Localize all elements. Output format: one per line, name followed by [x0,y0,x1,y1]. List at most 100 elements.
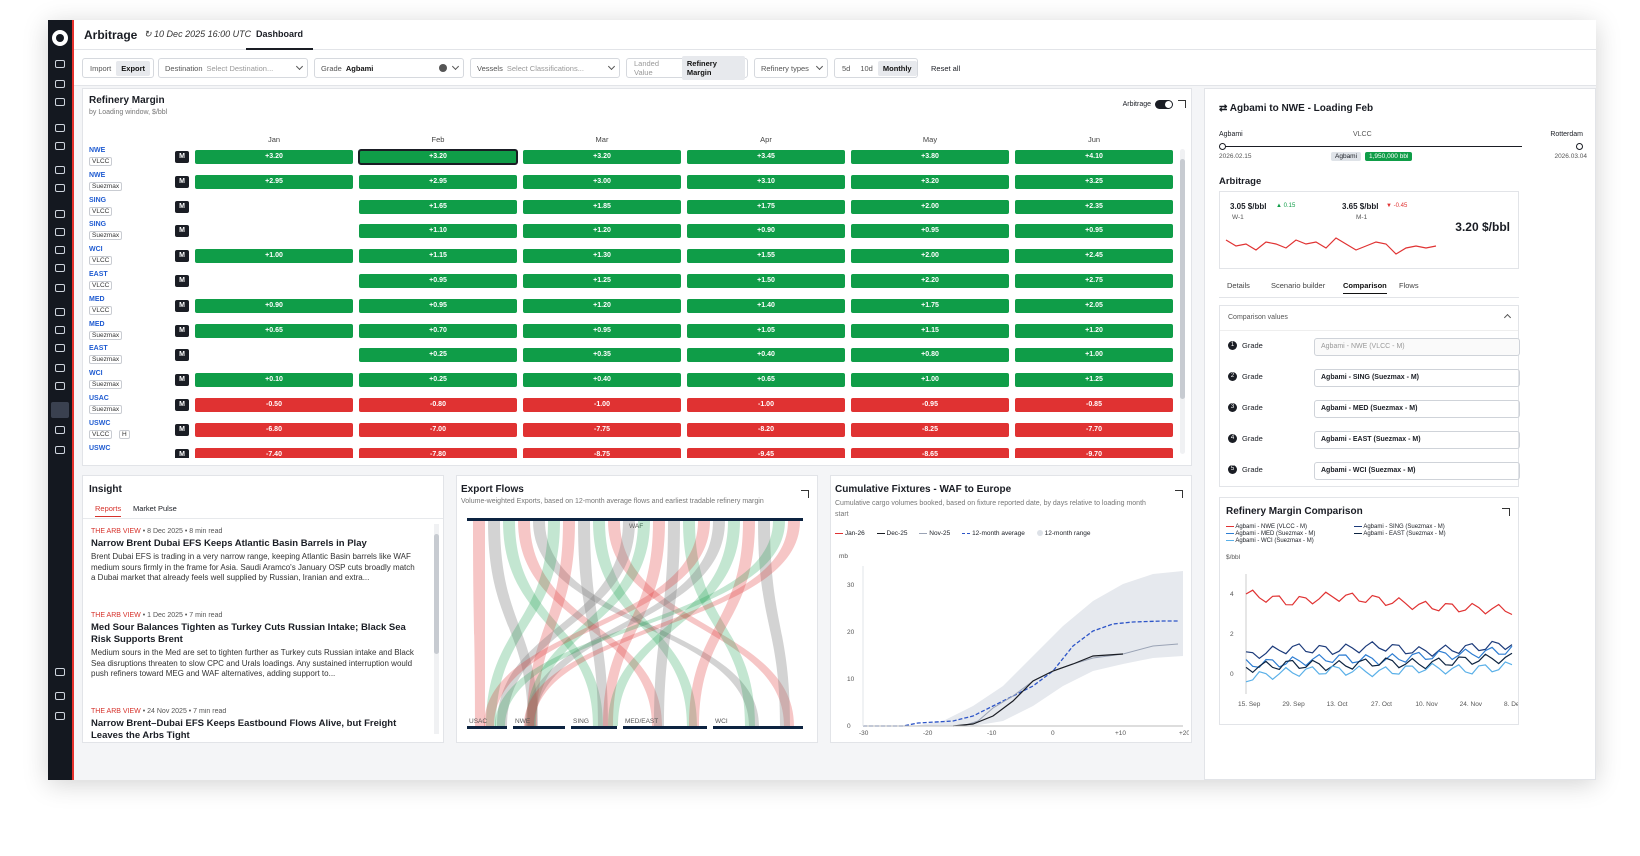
m-button[interactable]: M [175,250,189,263]
margin-cell[interactable]: +2.45 [1015,249,1173,264]
margin-cell[interactable]: -7.75 [523,422,681,437]
bar-chart-icon[interactable] [55,246,65,254]
margin-cell[interactable]: +2.95 [359,174,517,189]
grade-select[interactable]: Agbami - MED (Suezmax - M) [1314,400,1520,418]
chart-icon[interactable] [55,142,65,150]
margin-cell[interactable]: +0.90 [687,224,845,239]
flag-icon[interactable] [55,668,65,676]
dest-link[interactable]: NWE [89,171,106,179]
margin-cell[interactable]: +2.05 [1015,298,1173,313]
margin-cell[interactable]: +3.10 [687,174,845,189]
margin-cell[interactable]: +0.25 [359,373,517,388]
m-button[interactable]: M [175,423,189,436]
margin-cell[interactable]: +0.40 [687,348,845,363]
margin-cell[interactable]: -9.70 [1015,447,1173,458]
margin-cell[interactable]: +3.20 [523,150,681,164]
expand-icon[interactable] [1502,508,1510,516]
margin-cell[interactable]: +3.20 [195,150,353,164]
margin-cell[interactable]: +0.65 [195,323,353,338]
scrollbar[interactable] [434,524,439,734]
margin-cell[interactable]: +3.25 [1015,174,1173,189]
margin-cell[interactable]: -1.00 [687,398,845,412]
article[interactable]: THE ARB VIEW • 1 Dec 2025 • 7 min read M… [91,612,421,680]
legend-item[interactable]: Agbami - MED (Suezmax - M) [1226,531,1346,538]
m-button[interactable]: M [175,349,189,362]
list-icon[interactable] [55,326,65,334]
dest-link[interactable]: WCI [89,246,103,254]
destination-select[interactable]: Destination Select Destination... [158,58,308,78]
tab-comparison[interactable]: Comparison [1343,281,1387,294]
margin-cell[interactable]: +0.25 [359,348,517,363]
dest-link[interactable]: USWC [89,419,111,427]
margin-cell[interactable]: +0.95 [359,274,517,288]
margin-cell[interactable]: +0.90 [195,298,353,313]
arbitrage-icon[interactable] [51,402,69,418]
m-button[interactable]: M [175,299,189,312]
shield-icon[interactable] [55,166,65,174]
margin-cell[interactable]: +0.65 [687,373,845,388]
m-button[interactable]: M [175,324,189,337]
dest-link[interactable]: SING [89,221,107,229]
expand-icon[interactable] [1175,490,1183,498]
refinery-margin-option[interactable]: Refinery Margin [681,56,745,80]
margin-cell[interactable]: -1.00 [523,398,681,412]
legend-item[interactable]: Agbami - EAST (Suezmax - M) [1354,531,1474,538]
article-title[interactable]: Narrow Brent Dubai EFS Keeps Atlantic Ba… [91,538,367,549]
article[interactable]: THE ARB VIEW • 24 Nov 2025 • 7 min read … [91,708,421,742]
tab-market-pulse[interactable]: Market Pulse [133,504,177,513]
margin-cell[interactable]: -7.40 [195,447,353,458]
grade-select[interactable]: Agbami - EAST (Suezmax - M) [1314,431,1520,449]
dest-link[interactable]: USWC [89,444,111,452]
margin-cell[interactable]: +0.40 [523,373,681,388]
clear-icon[interactable] [439,64,447,72]
margin-cell[interactable]: +3.20 [358,149,518,165]
grid-icon[interactable] [55,80,65,88]
truck-icon[interactable] [55,264,65,272]
margin-cell[interactable]: +0.95 [851,224,1009,239]
margin-cell[interactable]: +2.95 [195,174,353,189]
flow-icon[interactable] [55,344,65,352]
grade-select[interactable]: Agbami - NWE (VLCC - M) [1314,338,1520,356]
grade-select[interactable]: Agbami - WCI (Suezmax - M) [1314,462,1520,480]
period-5d[interactable]: 5d [842,63,851,73]
margin-cell[interactable]: +0.80 [851,348,1009,363]
value-toggle[interactable]: Landed Value Refinery Margin [626,56,748,80]
vessels-select[interactable]: Vessels Select Classifications... [470,58,620,78]
dest-link[interactable]: MED [89,320,105,328]
export-option[interactable]: Export [116,60,151,76]
margin-cell[interactable]: +1.75 [687,199,845,214]
m-button[interactable]: M [175,175,189,188]
margin-cell[interactable]: +1.20 [1015,323,1173,338]
margin-cell[interactable]: +0.95 [359,298,517,313]
bookmark-icon[interactable] [55,98,65,106]
margin-cell[interactable]: -8.65 [851,447,1009,458]
dest-link[interactable]: MED [89,295,105,303]
article-title[interactable]: Med Sour Balances Tighten as Turkey Cuts… [91,622,406,645]
period-10d[interactable]: 10d [860,63,873,73]
dest-link[interactable]: NWE [89,147,106,154]
margin-cell[interactable]: -0.85 [1015,398,1173,412]
margin-cell[interactable]: +3.80 [851,150,1009,164]
globe-icon[interactable] [55,60,65,68]
m-button[interactable]: M [175,225,189,238]
dest-link[interactable]: USAC [89,395,109,402]
collapse-icon[interactable] [1503,313,1512,322]
margin-cell[interactable]: +1.00 [851,373,1009,388]
margin-cell[interactable]: +3.45 [687,150,845,164]
margin-cell[interactable]: +2.35 [1015,199,1173,214]
expand-icon[interactable] [1178,100,1186,108]
dest-link[interactable]: SING [89,196,107,204]
dest-link[interactable]: EAST [89,345,108,353]
margin-cell[interactable]: +1.20 [523,298,681,313]
margin-cell[interactable]: +1.40 [687,298,845,313]
landed-value-option[interactable]: Landed Value [634,59,660,77]
margin-cell[interactable]: +0.95 [523,323,681,338]
grade-select[interactable]: Agbami - SING (Suezmax - M) [1314,369,1520,387]
margin-cell[interactable]: +1.05 [687,323,845,338]
tab-dashboard[interactable]: Dashboard [246,20,314,50]
scrollbar[interactable] [1180,149,1185,454]
margin-cell[interactable]: +0.95 [1015,224,1173,239]
vessel-icon[interactable] [55,364,65,372]
dest-link[interactable]: EAST [89,271,108,278]
margin-cell[interactable]: +0.10 [195,373,353,388]
